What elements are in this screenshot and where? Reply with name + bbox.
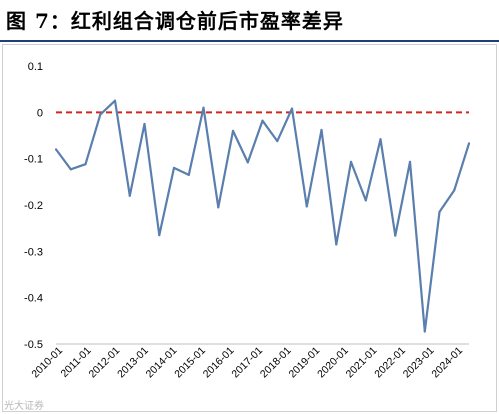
data-point (364, 199, 367, 202)
data-point (99, 113, 102, 116)
data-point (276, 139, 279, 143)
data-point (320, 128, 323, 132)
data-point (349, 160, 353, 164)
data-point (202, 106, 205, 109)
data-point (290, 107, 294, 110)
data-point (84, 163, 87, 166)
chart-frame: 0.1 0 -0.1 -0.2 -0.3 -0.4 -0.5 2010-01 2011-01 20… (2, 44, 497, 412)
data-point (438, 210, 441, 214)
x-tick-label: 2024-01 (429, 345, 465, 381)
data-point (305, 205, 308, 208)
y-tick-label: 0.1 (28, 61, 43, 73)
y-tick-label: -0.3 (24, 246, 43, 258)
line-chart: 0.10-0.1-0.2-0.3-0.4-0.52010-012011-0120… (24, 61, 471, 381)
data-point (113, 99, 117, 102)
y-tick-label: 0 (37, 107, 43, 119)
data-point (408, 160, 412, 164)
data-point (128, 194, 131, 197)
data-point (261, 119, 264, 122)
data-point (453, 189, 456, 192)
data-point (158, 234, 161, 237)
data-point (246, 161, 249, 164)
y-tick-label: -0.4 (24, 293, 43, 305)
series-line (55, 99, 471, 333)
title-underline (0, 40, 499, 42)
data-point (467, 142, 471, 145)
data-point (394, 234, 397, 237)
data-point (335, 243, 338, 246)
data-point (217, 206, 220, 209)
data-point (187, 173, 190, 176)
data-point (423, 330, 426, 333)
page-title: 图 7：红利组合调仓前后市盈率差异 (6, 9, 344, 33)
data-point (231, 129, 235, 132)
data-point (69, 168, 72, 171)
data-point (143, 122, 146, 126)
y-tick-label: -0.5 (24, 339, 43, 351)
data-point (379, 138, 382, 141)
data-point (172, 166, 176, 170)
watermark: 光大证券 (4, 401, 44, 412)
data-point (54, 148, 58, 151)
y-tick-label: -0.2 (24, 200, 43, 212)
y-tick-label: -0.1 (24, 154, 43, 166)
